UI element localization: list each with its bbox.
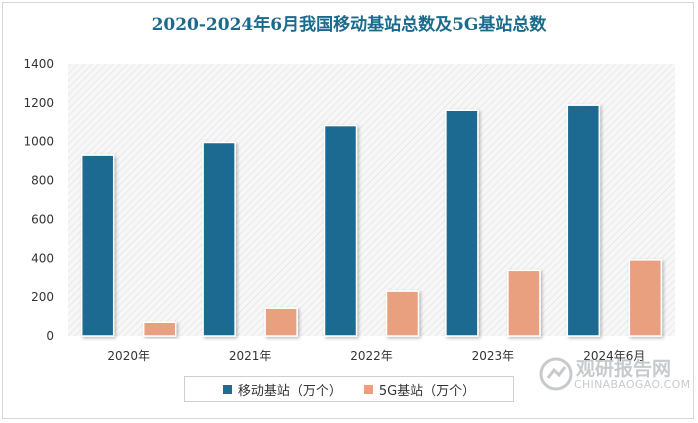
bar-5g xyxy=(507,269,541,337)
y-tick-label: 800 xyxy=(31,174,54,188)
bar-5g xyxy=(385,290,420,337)
legend-item-mobile: 移动基站（万个） xyxy=(222,380,342,399)
legend: 移动基站（万个） 5G基站（万个） xyxy=(184,376,514,402)
x-tick-label: 2024年6月 xyxy=(583,349,645,363)
y-tick-label: 1200 xyxy=(23,96,54,110)
watermark-brand: 观研报告网 xyxy=(576,358,672,380)
legend-label-mobile: 移动基站（万个） xyxy=(237,383,342,399)
watermark-url: CHINABAOGAO.COM xyxy=(574,378,691,391)
x-tick-label: 2023年 xyxy=(472,349,515,363)
chart-title: 2020-2024年6月我国移动基站总数及5G基站总数 xyxy=(151,15,547,35)
legend-label-5g: 5G基站（万个） xyxy=(378,383,476,399)
y-tick-label: 600 xyxy=(31,212,54,226)
watermark-logo-icon xyxy=(539,357,573,391)
bar-mobile xyxy=(566,104,601,337)
legend-swatch-mobile xyxy=(222,384,232,394)
x-tick-label: 2021年 xyxy=(229,349,272,363)
bar-5g xyxy=(142,321,177,337)
bar-mobile xyxy=(80,154,115,337)
x-tick-label: 2022年 xyxy=(350,349,393,363)
bar-mobile xyxy=(202,141,236,337)
y-tick-label: 1400 xyxy=(23,57,54,71)
bar-5g xyxy=(264,307,298,337)
y-tick-label: 200 xyxy=(31,290,54,304)
watermark: 观研报告网 CHINABAOGAO.COM xyxy=(536,352,696,398)
bar-mobile xyxy=(445,109,479,337)
legend-swatch-5g xyxy=(363,384,373,394)
x-tick-label: 2020年 xyxy=(107,349,150,363)
legend-item-5g: 5G基站（万个） xyxy=(363,380,476,399)
y-tick-label: 0 xyxy=(46,329,54,343)
y-tick-label: 400 xyxy=(31,251,54,265)
bar-5g xyxy=(628,259,663,337)
y-tick-label: 1000 xyxy=(23,135,54,149)
bar-mobile xyxy=(323,124,358,337)
